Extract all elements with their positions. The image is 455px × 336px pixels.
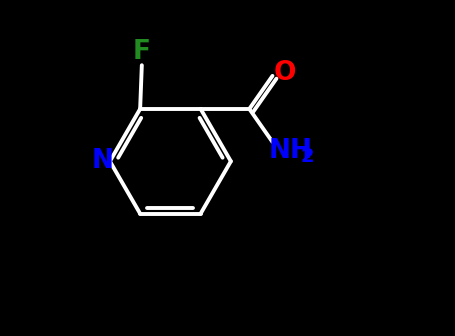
Text: O: O [274,59,297,86]
Text: N: N [91,148,113,174]
Text: NH: NH [269,138,313,164]
Text: 2: 2 [301,147,314,166]
Text: F: F [133,39,151,66]
